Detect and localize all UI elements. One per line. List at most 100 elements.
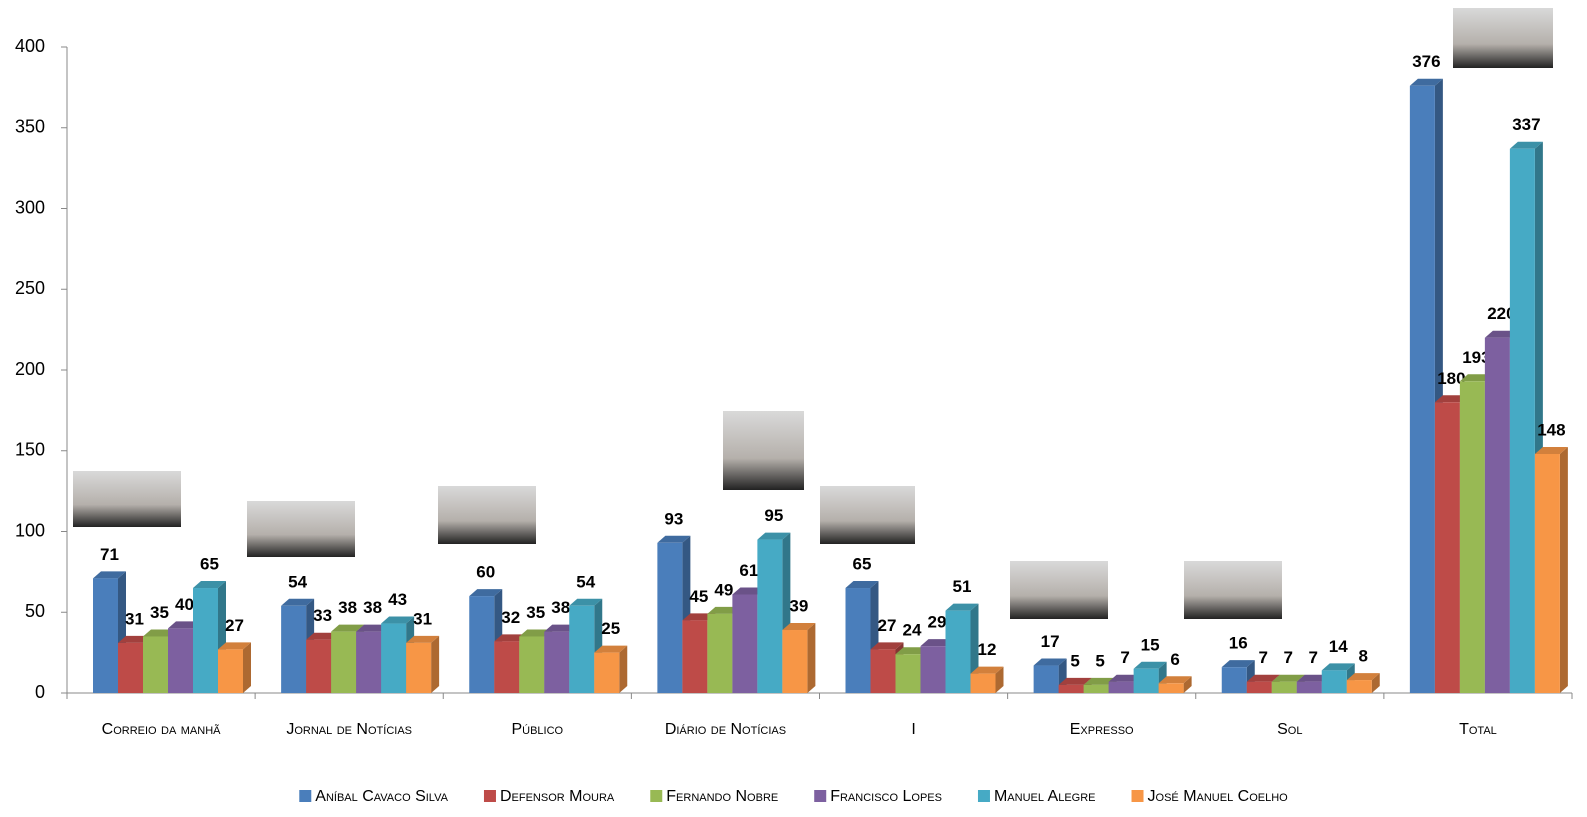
value-label: 65 bbox=[853, 555, 872, 574]
bar-top bbox=[469, 589, 503, 597]
value-label: 54 bbox=[288, 572, 307, 591]
value-label: 5 bbox=[1070, 651, 1079, 670]
value-label: 33 bbox=[313, 606, 332, 625]
value-label: 14 bbox=[1329, 637, 1348, 656]
legend-swatch bbox=[814, 790, 827, 802]
bar bbox=[356, 631, 382, 693]
bar-top bbox=[281, 598, 315, 606]
legend-swatch bbox=[299, 790, 312, 802]
legend-label: Aníbal Cavaco Silva bbox=[315, 788, 448, 805]
bar bbox=[519, 636, 545, 693]
legend-label: Manuel Alegre bbox=[994, 788, 1096, 805]
bar bbox=[1434, 402, 1460, 693]
bar-top bbox=[1321, 663, 1355, 671]
bar bbox=[1133, 668, 1159, 693]
bar bbox=[1509, 148, 1535, 693]
bar bbox=[945, 610, 971, 693]
bar-top bbox=[544, 624, 578, 632]
bar-top bbox=[143, 629, 176, 637]
bar bbox=[1534, 453, 1560, 693]
bar-top bbox=[306, 632, 340, 640]
bar-top bbox=[1133, 661, 1167, 669]
legend-swatch bbox=[483, 790, 496, 802]
bar bbox=[1158, 683, 1184, 693]
value-label: 7 bbox=[1284, 648, 1293, 667]
photo bbox=[1184, 561, 1282, 619]
bar-side bbox=[619, 645, 628, 693]
bar-side bbox=[995, 666, 1004, 693]
bar bbox=[1221, 667, 1247, 693]
bar bbox=[1033, 665, 1059, 693]
x-tick-label: Correio da manhã bbox=[102, 721, 222, 738]
legend-swatch bbox=[650, 790, 663, 802]
bar bbox=[544, 631, 570, 693]
value-label: 31 bbox=[125, 609, 144, 628]
value-label: 7 bbox=[1120, 648, 1129, 667]
bar-side bbox=[1183, 676, 1192, 693]
bar-top bbox=[1058, 677, 1092, 685]
value-label: 65 bbox=[200, 555, 219, 574]
value-label: 5 bbox=[1095, 651, 1104, 670]
value-label: 40 bbox=[175, 595, 194, 614]
value-label: 39 bbox=[789, 596, 808, 615]
bar-top bbox=[494, 634, 528, 642]
value-label: 6 bbox=[1170, 650, 1179, 669]
bar bbox=[895, 654, 921, 693]
bar-side bbox=[1371, 673, 1380, 693]
value-label: 29 bbox=[928, 613, 947, 632]
bar bbox=[306, 639, 332, 693]
bar-top bbox=[1296, 674, 1330, 682]
bar-top bbox=[895, 647, 929, 655]
bar-top bbox=[945, 603, 979, 611]
legend-swatch bbox=[977, 790, 990, 802]
bar-top bbox=[845, 581, 879, 589]
bar-top bbox=[682, 613, 716, 621]
value-label: 220 bbox=[1487, 304, 1515, 323]
value-label: 180 bbox=[1437, 369, 1465, 388]
value-label: 193 bbox=[1462, 348, 1490, 367]
bar-top bbox=[707, 606, 741, 614]
bar-top bbox=[569, 598, 603, 606]
value-label: 17 bbox=[1041, 632, 1060, 651]
bar bbox=[782, 630, 808, 693]
x-tick-label: Diário de Notícias bbox=[665, 721, 786, 738]
value-label: 49 bbox=[714, 580, 733, 599]
x-tick-label: Total bbox=[1459, 721, 1497, 738]
bar-top bbox=[1509, 141, 1543, 149]
value-label: 71 bbox=[100, 545, 119, 564]
bar-top bbox=[1346, 673, 1380, 681]
value-label: 95 bbox=[764, 506, 783, 525]
value-label: 43 bbox=[388, 590, 407, 609]
bar bbox=[406, 642, 432, 693]
bar bbox=[757, 539, 783, 693]
bar bbox=[682, 620, 708, 693]
photo bbox=[1010, 561, 1108, 619]
bar bbox=[494, 641, 520, 693]
bar-top bbox=[970, 666, 1004, 674]
bar-top bbox=[782, 623, 816, 631]
bar bbox=[143, 636, 168, 693]
value-label: 27 bbox=[225, 616, 244, 635]
y-tick-label: 400 bbox=[15, 36, 45, 56]
x-tick-label: Sol bbox=[1277, 721, 1302, 738]
bar-top bbox=[870, 642, 904, 650]
legend-label: Fernando Nobre bbox=[666, 788, 778, 805]
bar-top bbox=[1459, 374, 1493, 382]
value-label: 8 bbox=[1359, 647, 1368, 666]
value-label: 27 bbox=[878, 616, 897, 635]
bar bbox=[381, 623, 407, 693]
bar-top bbox=[118, 635, 151, 643]
value-label: 32 bbox=[501, 608, 520, 627]
bar-top bbox=[218, 642, 251, 650]
y-tick-label: 200 bbox=[15, 359, 45, 379]
value-label: 16 bbox=[1229, 634, 1248, 653]
bar bbox=[93, 578, 118, 693]
value-label: 60 bbox=[476, 563, 495, 582]
x-tick-label: Público bbox=[511, 721, 563, 738]
photo bbox=[438, 486, 536, 544]
bar bbox=[1246, 681, 1272, 693]
value-label: 35 bbox=[150, 603, 169, 622]
value-label: 35 bbox=[526, 603, 545, 622]
legend-label: José Manuel Coelho bbox=[1148, 788, 1289, 805]
legend-label: Francisco Lopes bbox=[830, 788, 942, 805]
